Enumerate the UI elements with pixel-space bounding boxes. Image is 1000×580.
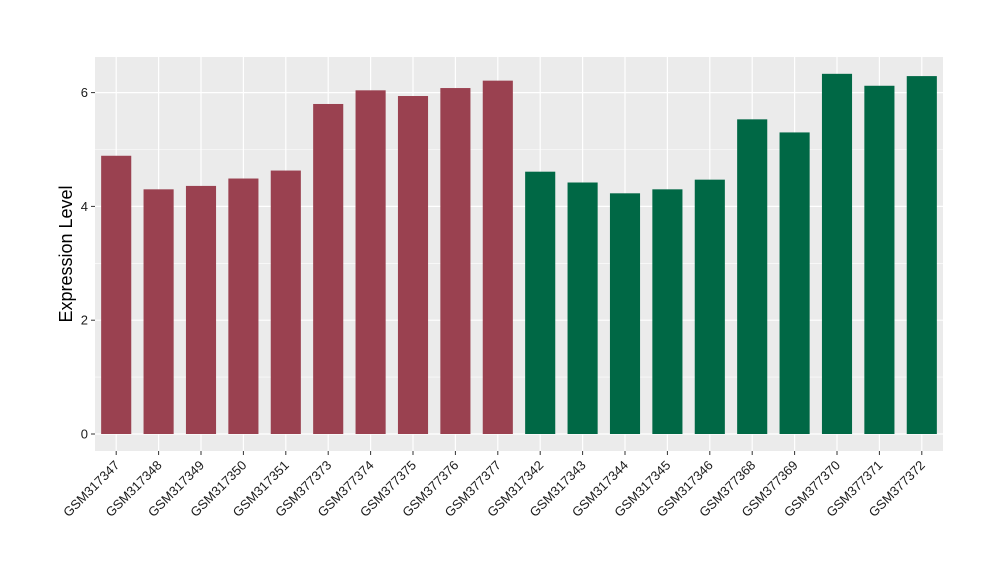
bar-GSM317344 — [609, 193, 641, 434]
bar-GSM317349 — [185, 185, 217, 434]
bar-GSM377369 — [779, 132, 810, 434]
bar-GSM377371 — [864, 85, 895, 434]
bar-GSM317347 — [101, 155, 132, 434]
bar-GSM317343 — [567, 182, 598, 434]
y-axis: 0 2 4 6 — [81, 85, 95, 442]
bar-GSM377368 — [737, 119, 768, 434]
bar-GSM377375 — [397, 96, 429, 434]
bar-GSM377370 — [821, 73, 853, 434]
bar-GSM317345 — [652, 189, 683, 434]
bar-GSM377377 — [482, 80, 513, 434]
bar-GSM377376 — [440, 88, 471, 434]
bar-GSM377372 — [906, 76, 937, 434]
y-tick-label: 6 — [81, 85, 88, 100]
bars — [101, 73, 937, 435]
y-tick-label: 2 — [81, 313, 88, 328]
bar-GSM317350 — [228, 178, 259, 434]
bar-GSM317346 — [694, 179, 725, 434]
y-tick-label: 4 — [81, 199, 88, 214]
bar-GSM317351 — [270, 170, 301, 435]
y-axis-title: Expression Level — [56, 185, 76, 322]
y-tick-label: 0 — [81, 427, 88, 442]
bar-GSM317348 — [143, 189, 174, 434]
x-axis: GSM317347GSM317348GSM317349GSM317350GSM3… — [60, 451, 928, 520]
plot-panel — [95, 57, 943, 451]
bar-GSM377374 — [355, 90, 386, 434]
bar-GSM377373 — [313, 103, 344, 434]
bar-GSM317342 — [525, 171, 556, 435]
